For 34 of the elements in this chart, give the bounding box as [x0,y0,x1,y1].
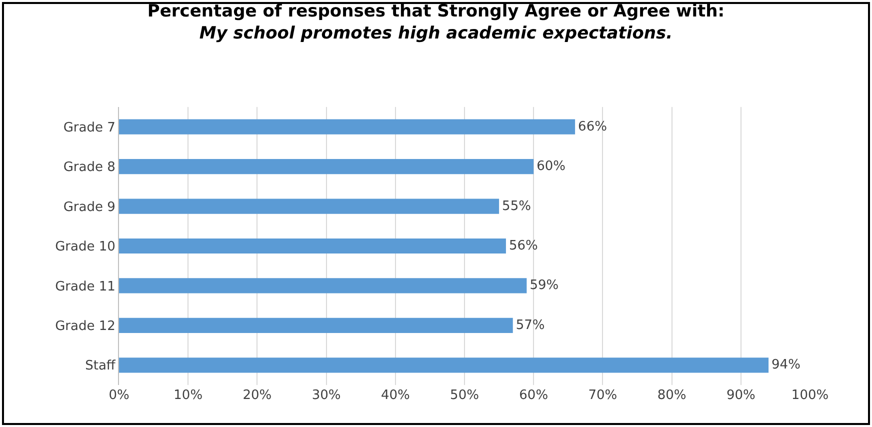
x-tick-label: 90% [726,388,756,403]
bar [119,119,576,134]
y-tick-label: Grade 8 [63,160,116,176]
bar [119,318,513,333]
y-tick-label: Grade 11 [55,279,116,294]
x-tick-label: 30% [312,388,341,403]
bar [119,238,506,254]
y-tick-label: Grade 10 [55,240,116,255]
x-tick-label: 50% [450,388,479,403]
data-label: 59% [530,278,559,294]
x-tick-label: 80% [657,388,686,403]
x-tick-label: 100% [791,388,829,403]
x-tick-label: 0% [108,388,130,403]
chart-title: Percentage of responses that Strongly Agree or Agree with: [147,2,725,22]
chart-subtitle: My school promotes high academic expectations. [199,24,673,44]
y-tick-label: Grade 7 [63,120,116,136]
x-tick-label: 60% [519,388,548,403]
data-label: 94% [772,358,800,373]
bar [119,358,769,373]
x-tick-label: 40% [380,388,410,403]
bar [119,278,527,294]
data-label: 57% [516,318,545,333]
bar [119,198,500,214]
x-tick-label: 10% [174,388,203,403]
y-tick-label: Grade 9 [63,200,116,215]
data-label: 55% [502,198,531,214]
data-label: 56% [508,238,538,254]
x-tick-label: 20% [242,388,272,403]
bar [119,159,534,174]
x-tick-label: 70% [588,388,618,403]
data-label: 60% [536,159,566,174]
y-tick-label: Staff [85,358,116,374]
data-label: 66% [578,119,607,134]
y-tick-label: Grade 12 [55,318,116,334]
